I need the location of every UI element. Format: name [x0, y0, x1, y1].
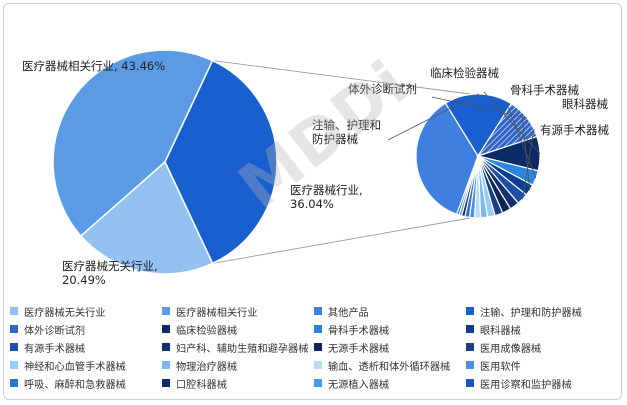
chart-legend: 医疗器械无关行业 医疗器械相关行业 其他产品 注输、护理和防护器械体外诊断试剂 临床检验… — [10, 302, 620, 392]
legend-swatch — [314, 307, 322, 315]
legend-row: 有源手术器械 妇产科、辅助生殖和避孕器械 无源手术器械 医用成像器械 — [10, 338, 620, 356]
legend-swatch — [162, 379, 170, 387]
legend-item: 有源手术器械 — [10, 338, 162, 356]
legend-item: 医用诊察和监护器械 — [466, 374, 618, 392]
main-slice-医疗器械无关行业 — [79, 160, 214, 275]
legend-item: 输血、透析和体外循环器械 — [314, 356, 466, 374]
legend-swatch — [466, 379, 474, 387]
sub-pie — [415, 93, 541, 219]
legend-swatch — [314, 343, 322, 351]
legend-label: 口腔科器械 — [176, 379, 227, 391]
legend-item: 注输、护理和防护器械 — [466, 302, 618, 320]
legend-label: 医用成像器械 — [480, 343, 542, 355]
legend-swatch — [10, 325, 18, 333]
sub-label-注输-护理和防护器械: 注输、护理和防护器械 — [312, 118, 381, 146]
legend-item: 无源手术器械 — [314, 338, 466, 356]
legend-swatch — [10, 343, 18, 351]
legend-row: 呼吸、麻醉和急救器械 口腔科器械 无源植入器械 医用诊察和监护器械 — [10, 374, 620, 392]
legend-label: 妇产科、辅助生殖和避孕器械 — [176, 343, 309, 355]
legend-item: 医疗器械无关行业 — [10, 302, 162, 320]
main-label-industry: 医疗器械行业, 36.04% — [290, 183, 363, 211]
legend-item: 呼吸、麻醉和急救器械 — [10, 374, 162, 392]
main-slice-医疗器械相关行业 — [52, 49, 214, 238]
legend-swatch — [10, 307, 18, 315]
legend-label: 注输、护理和防护器械 — [480, 307, 582, 319]
sub-slice-医用诊察和监护器械 — [455, 155, 479, 216]
legend-swatch — [314, 325, 322, 333]
legend-swatch — [162, 361, 170, 369]
legend-label: 有源手术器械 — [24, 343, 86, 355]
legend-item: 妇产科、辅助生殖和避孕器械 — [162, 338, 314, 356]
legend-swatch — [10, 379, 18, 387]
main-slice-医疗器械行业 — [164, 59, 278, 265]
legend-item: 医疗器械相关行业 — [162, 302, 314, 320]
legend-item: 物理治疗器械 — [162, 356, 314, 374]
leader-line-有源手术器械 — [522, 128, 535, 200]
leader-line-临床检验器械 — [483, 91, 541, 154]
sub-label-体外诊断试剂: 体外诊断试剂 — [348, 82, 417, 96]
main-label-related: 医疗器械相关行业, 43.46% — [22, 59, 165, 73]
legend-swatch — [314, 379, 322, 387]
legend-swatch — [466, 343, 474, 351]
connector-line-top — [212, 60, 471, 95]
legend-swatch — [466, 361, 474, 369]
legend-label: 呼吸、麻醉和急救器械 — [24, 379, 126, 391]
main-label-unrelated: 医疗器械无关行业, 20.49% — [62, 259, 158, 287]
legend-swatch — [466, 307, 474, 315]
legend-label: 临床检验器械 — [176, 325, 238, 337]
legend-item: 体外诊断试剂 — [10, 320, 162, 338]
legend-label: 骨科手术器械 — [328, 325, 390, 337]
sub-label-有源手术器械: 有源手术器械 — [540, 123, 609, 137]
main-pie — [52, 49, 278, 275]
legend-item: 神经和心血管手术器械 — [10, 356, 162, 374]
sub-label-骨科手术器械: 骨科手术器械 — [510, 83, 579, 97]
legend-item: 临床检验器械 — [162, 320, 314, 338]
legend-swatch — [162, 343, 170, 351]
legend-item: 其他产品 — [314, 302, 466, 320]
leader-line-注输-护理和防护器械 — [387, 93, 479, 141]
legend-label: 医用软件 — [480, 361, 521, 373]
legend-item: 医用软件 — [466, 356, 618, 374]
legend-row: 医疗器械无关行业 医疗器械相关行业 其他产品 注输、护理和防护器械 — [10, 302, 620, 320]
legend-item: 眼科器械 — [466, 320, 618, 338]
legend-item: 口腔科器械 — [162, 374, 314, 392]
legend-label: 医用诊察和监护器械 — [480, 379, 572, 391]
legend-item: 无源植入器械 — [314, 374, 466, 392]
leader-line-眼科器械 — [521, 113, 531, 191]
legend-swatch — [314, 361, 322, 369]
sub-label-临床检验器械: 临床检验器械 — [430, 66, 499, 80]
legend-swatch — [10, 361, 18, 369]
connector-line-bottom — [212, 217, 471, 264]
legend-label: 眼科器械 — [480, 325, 521, 337]
legend-label: 其他产品 — [328, 307, 369, 319]
legend-swatch — [162, 307, 170, 315]
legend-label: 无源植入器械 — [328, 379, 390, 391]
legend-label: 神经和心血管手术器械 — [24, 361, 126, 373]
legend-swatch — [162, 325, 170, 333]
legend-swatch — [466, 325, 474, 333]
legend-label: 物理治疗器械 — [176, 361, 238, 373]
legend-row: 神经和心血管手术器械 物理治疗器械 输血、透析和体外循环器械 医用软件 — [10, 356, 620, 374]
legend-label: 体外诊断试剂 — [24, 325, 86, 337]
legend-label: 医疗器械无关行业 — [24, 307, 106, 319]
legend-label: 输血、透析和体外循环器械 — [328, 361, 451, 373]
leader-line-骨科手术器械 — [505, 101, 537, 179]
sub-label-眼科器械: 眼科器械 — [562, 97, 608, 111]
legend-row: 体外诊断试剂 临床检验器械 骨科手术器械 眼科器械 — [10, 320, 620, 338]
legend-item: 医用成像器械 — [466, 338, 618, 356]
legend-label: 无源手术器械 — [328, 343, 390, 355]
legend-item: 骨科手术器械 — [314, 320, 466, 338]
legend-label: 医疗器械相关行业 — [176, 307, 258, 319]
